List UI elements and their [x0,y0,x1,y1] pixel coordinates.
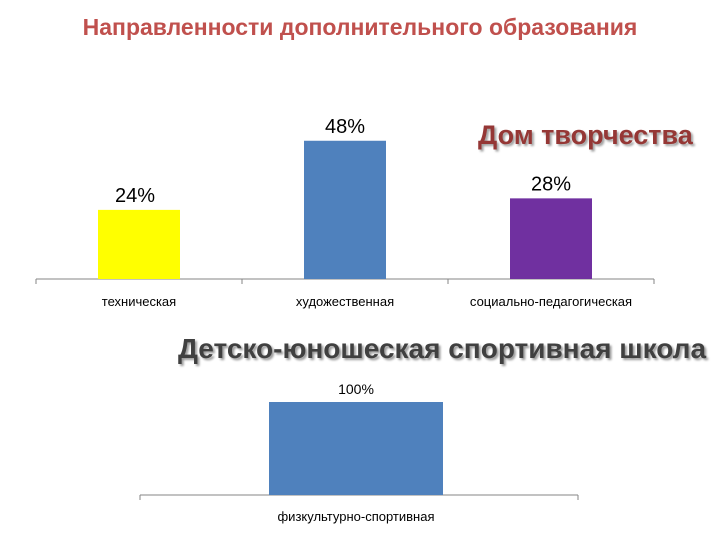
chart2-bar-0 [269,402,443,495]
chart1-category-label-2: социально-педагогическая [470,294,632,309]
chart1-bar-2 [510,198,592,279]
chart1-value-label-1: 48% [325,116,365,138]
page-title: Направленности дополнительного образован… [82,14,638,40]
chart1-category-label-1: художественная [296,294,394,309]
chart1-value-label-0: 24% [115,185,155,207]
chart1-category-label-0: техническая [102,294,176,309]
chart-title-dyussh: Детско-юношеская спортивная школа [178,333,707,364]
chart2-value-label-0: 100% [338,381,374,397]
chart1-bar-1 [304,140,386,279]
chart1-bar-0 [98,209,180,279]
chart2-category-label-0: физкультурно-спортивная [277,509,434,524]
chart1-value-label-2: 28% [531,173,571,195]
chart-title-dom-tvorchestva: Дом творчества [478,120,693,150]
